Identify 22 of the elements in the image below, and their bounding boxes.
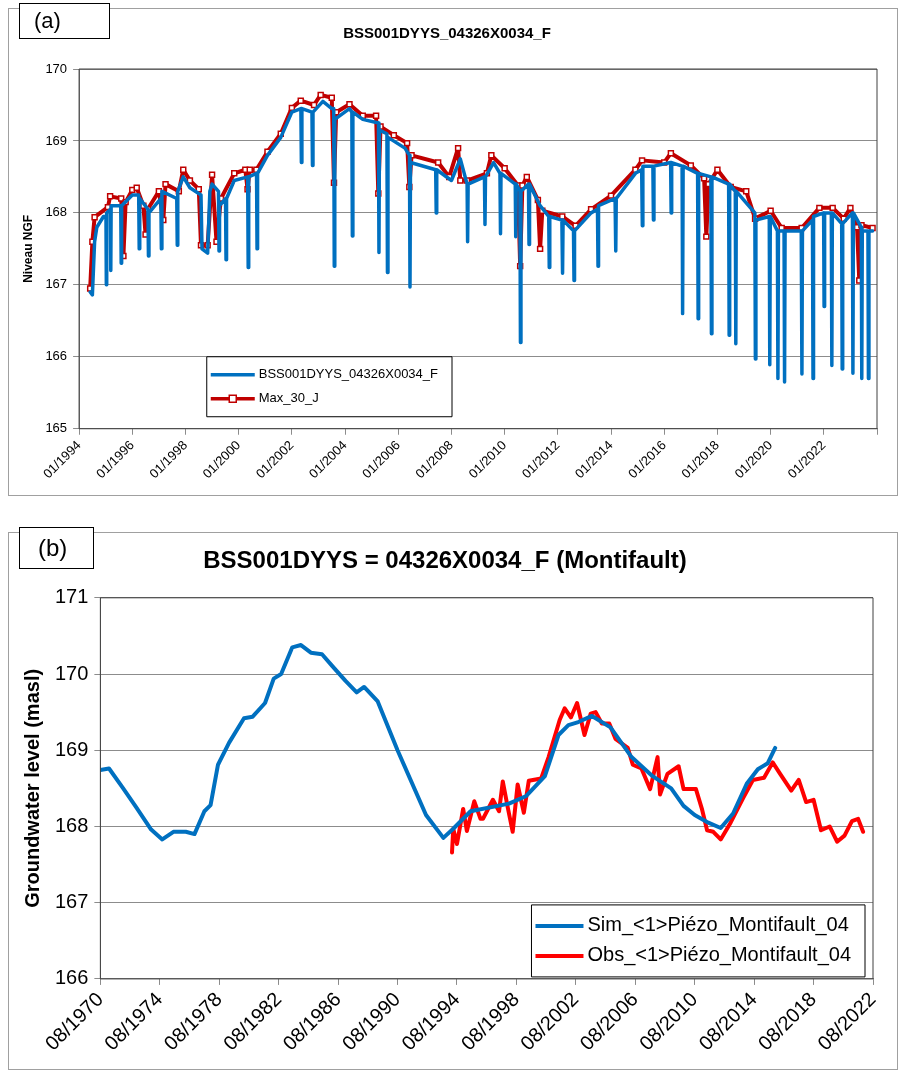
text: (a) [19,3,110,39]
y-tick-label: 168 [45,204,68,220]
chart-title: BSS001DYYS_04326X0034_F [343,24,551,42]
legend-label: Sim_<1>Piézo_Montifault_04 [587,913,849,937]
y-tick-label: 171 [54,585,89,608]
y-tick-label: 166 [54,966,89,989]
y-tick-label: 169 [54,737,89,760]
y-tick-label: 170 [54,661,89,684]
y-tick-label: 168 [54,813,89,836]
chart-title: BSS001DYYS = 04326X0034_F (Montifault) [203,546,687,574]
y-axis-title: Groundwater level (masl) [20,668,43,908]
y-tick-label: 167 [54,890,89,913]
y-tick-label: 166 [45,348,68,364]
y-tick-label: 165 [45,420,68,436]
legend-label: Max_30_J [258,390,319,406]
y-axis-title: Niveau NGF [20,214,35,283]
y-tick-label: 167 [45,276,68,292]
legend-label: Obs_<1>Piézo_Montifault_04 [587,943,851,967]
legend-label: BSS001DYYS_04326X0034_F [258,366,439,382]
text: (b) [19,527,95,569]
y-tick-label: 170 [45,60,68,76]
y-tick-label: 169 [45,132,68,148]
